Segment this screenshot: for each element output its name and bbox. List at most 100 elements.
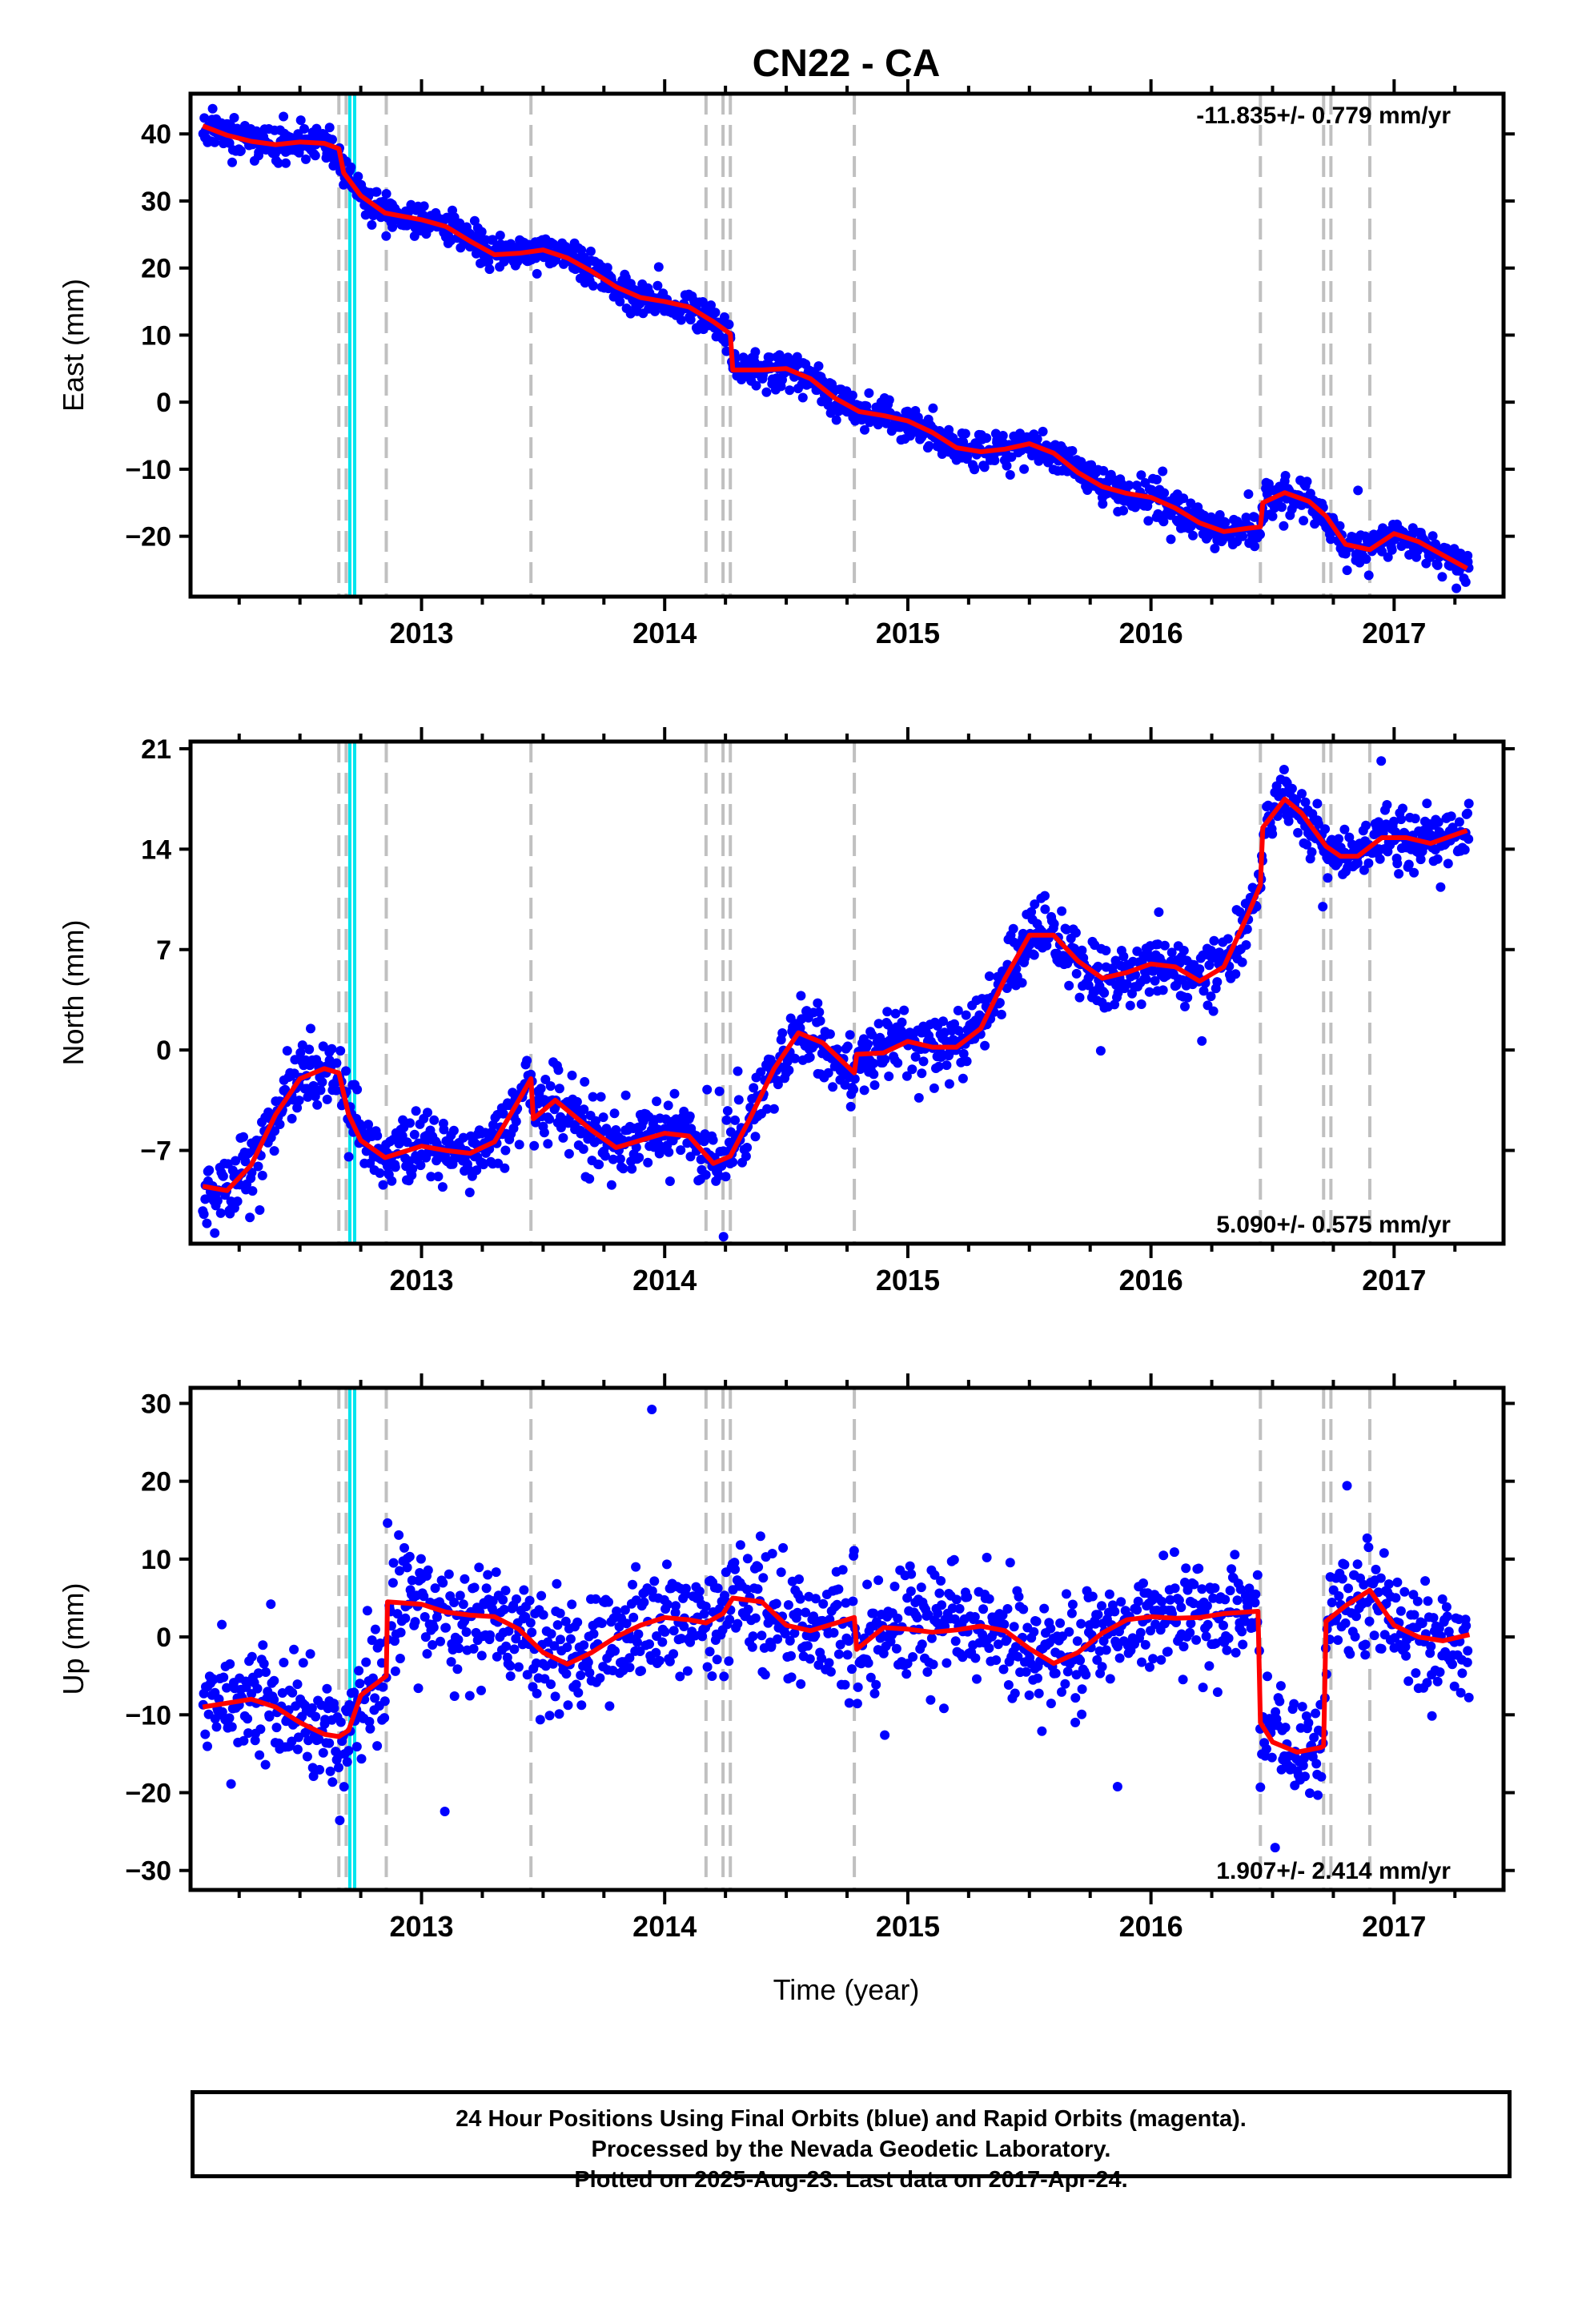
data-point [1443, 1626, 1454, 1637]
data-point [1138, 1578, 1148, 1588]
data-point [1124, 480, 1134, 490]
data-point [343, 1746, 354, 1756]
data-point [628, 1579, 637, 1590]
data-point [304, 1044, 315, 1055]
data-point [847, 1664, 857, 1675]
data-point [1432, 560, 1443, 570]
data-point [400, 1542, 409, 1553]
data-point [805, 1654, 815, 1664]
data-point [476, 227, 487, 237]
data-point [324, 1738, 335, 1748]
data-point [1251, 1589, 1261, 1599]
data-point [660, 1124, 670, 1134]
data-point [1401, 1651, 1411, 1661]
data-point [1083, 980, 1094, 991]
data-point [307, 1703, 317, 1713]
data-point [1148, 1654, 1158, 1664]
data-point [647, 1405, 657, 1414]
data-point [1199, 986, 1209, 996]
data-point [460, 1574, 470, 1584]
data-point [901, 1071, 912, 1081]
data-point [372, 1131, 383, 1141]
data-point [379, 1713, 390, 1723]
data-point [1464, 798, 1474, 809]
data-point [762, 1104, 773, 1114]
data-point [954, 1026, 964, 1036]
data-point [1375, 854, 1385, 864]
panel-1: 40 30 20 10 0 −10 −20 2013 2014 2015 2016 2017 East … [57, 79, 1515, 649]
data-point [916, 1582, 926, 1593]
data-point [1363, 1542, 1374, 1553]
data-point [365, 1723, 375, 1734]
data-point [906, 1569, 917, 1579]
data-point [984, 971, 994, 981]
data-point [893, 1058, 903, 1068]
data-point [250, 1735, 260, 1746]
data-point [978, 1604, 989, 1614]
x-tick-label: 2013 [389, 1264, 453, 1297]
data-point [1014, 1591, 1024, 1602]
data-point [378, 1682, 388, 1692]
data-point [1305, 1788, 1315, 1799]
data-point [420, 1612, 430, 1622]
data-point [598, 1112, 608, 1123]
data-point [924, 440, 934, 451]
data-point [1150, 975, 1160, 986]
data-point [454, 1643, 464, 1654]
data-point [370, 1693, 380, 1703]
data-point [273, 158, 283, 168]
data-point [1162, 1647, 1173, 1657]
data-point [1062, 924, 1072, 935]
data-point [675, 1671, 685, 1682]
data-point [669, 1088, 680, 1099]
data-point [845, 1101, 856, 1112]
data-point [1003, 1680, 1014, 1690]
data-point [1313, 818, 1323, 829]
data-point [1279, 765, 1289, 774]
data-point [231, 1156, 241, 1166]
data-point [758, 1573, 769, 1583]
data-point [910, 1051, 921, 1062]
data-point [1042, 940, 1052, 951]
data-point [1140, 1639, 1150, 1650]
y-axis-label: Up (mm) [57, 1583, 90, 1695]
data-point [567, 1599, 577, 1610]
data-point [379, 1696, 390, 1707]
data-point [1302, 476, 1312, 487]
data-point [869, 1688, 880, 1699]
data-point [565, 1634, 576, 1644]
data-point [1188, 530, 1198, 541]
data-point [495, 231, 505, 240]
y-tick-label: 40 [141, 119, 171, 150]
data-point [848, 1596, 858, 1606]
data-point [776, 1567, 786, 1578]
data-point [831, 415, 841, 425]
data-point [1110, 1606, 1120, 1617]
data-point [552, 1620, 563, 1630]
data-point [342, 1757, 352, 1767]
data-point [1159, 940, 1170, 951]
data-point [653, 262, 664, 272]
data-point [258, 1640, 268, 1651]
data-point [544, 1114, 555, 1124]
data-point [1182, 992, 1193, 1003]
data-point [1302, 839, 1312, 850]
data-point [584, 1174, 595, 1184]
data-point [1169, 1547, 1179, 1558]
data-point [1280, 471, 1291, 480]
data-point [419, 201, 429, 211]
data-point [960, 428, 970, 439]
data-point [279, 111, 289, 122]
data-point [255, 1750, 265, 1760]
data-point [1462, 1657, 1472, 1667]
data-point [970, 1653, 981, 1663]
data-point [1166, 534, 1176, 545]
data-point [493, 1158, 504, 1168]
data-point [1300, 797, 1311, 807]
data-point [381, 189, 391, 199]
data-point [1034, 1688, 1044, 1699]
data-point [580, 1076, 590, 1087]
data-point [712, 1655, 722, 1665]
data-point [1178, 1675, 1188, 1685]
data-point [536, 1084, 546, 1094]
